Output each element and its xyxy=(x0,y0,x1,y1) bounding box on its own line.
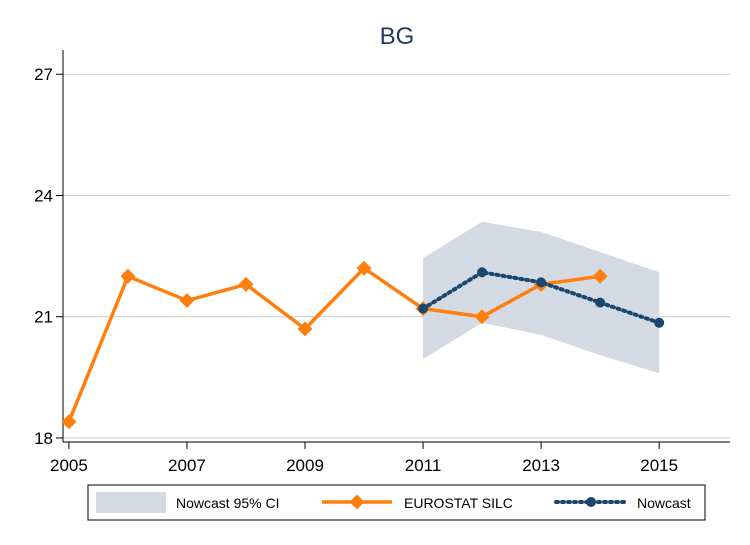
legend-label: Nowcast 95% CI xyxy=(176,495,279,511)
data-point xyxy=(61,414,77,430)
data-point xyxy=(536,277,547,288)
data-point xyxy=(179,293,195,309)
legend-label: EUROSTAT SILC xyxy=(404,495,513,511)
y-tick-label: 24 xyxy=(34,186,53,205)
data-point xyxy=(356,260,372,276)
ci-band-area xyxy=(423,221,660,374)
data-point xyxy=(238,276,254,292)
x-tick-label: 2015 xyxy=(640,456,678,475)
ci-band xyxy=(423,221,660,374)
series-line xyxy=(67,266,601,423)
x-tick-label: 2007 xyxy=(168,456,206,475)
series-layer xyxy=(61,260,665,430)
legend: Nowcast 95% CI EUROSTAT SILC Nowcast xyxy=(87,484,706,521)
legend-swatch-marker xyxy=(586,497,596,507)
data-point xyxy=(477,267,488,278)
x-tick-label: 2005 xyxy=(50,456,88,475)
x-tick-label: 2011 xyxy=(405,456,442,475)
y-tick-label: 27 xyxy=(34,65,53,84)
data-point xyxy=(474,309,490,325)
data-point xyxy=(297,321,313,337)
chart-title: BG xyxy=(380,23,415,50)
data-point xyxy=(418,303,429,314)
gridlines xyxy=(63,73,730,439)
data-point xyxy=(654,317,665,328)
x-tick-label: 2009 xyxy=(286,456,324,475)
legend-label: Nowcast xyxy=(637,495,691,511)
axes: 18 21 24 27 2005 2007 2009 2011 2013 2015 xyxy=(34,50,730,475)
data-point xyxy=(592,268,608,284)
legend-swatch-ci xyxy=(96,492,166,513)
x-tick-label: 2013 xyxy=(522,456,560,475)
legend-swatch-marker xyxy=(349,494,365,510)
data-point xyxy=(595,297,606,308)
data-point xyxy=(120,268,136,284)
y-tick-label: 21 xyxy=(34,308,53,327)
y-tick-label: 18 xyxy=(34,429,53,448)
